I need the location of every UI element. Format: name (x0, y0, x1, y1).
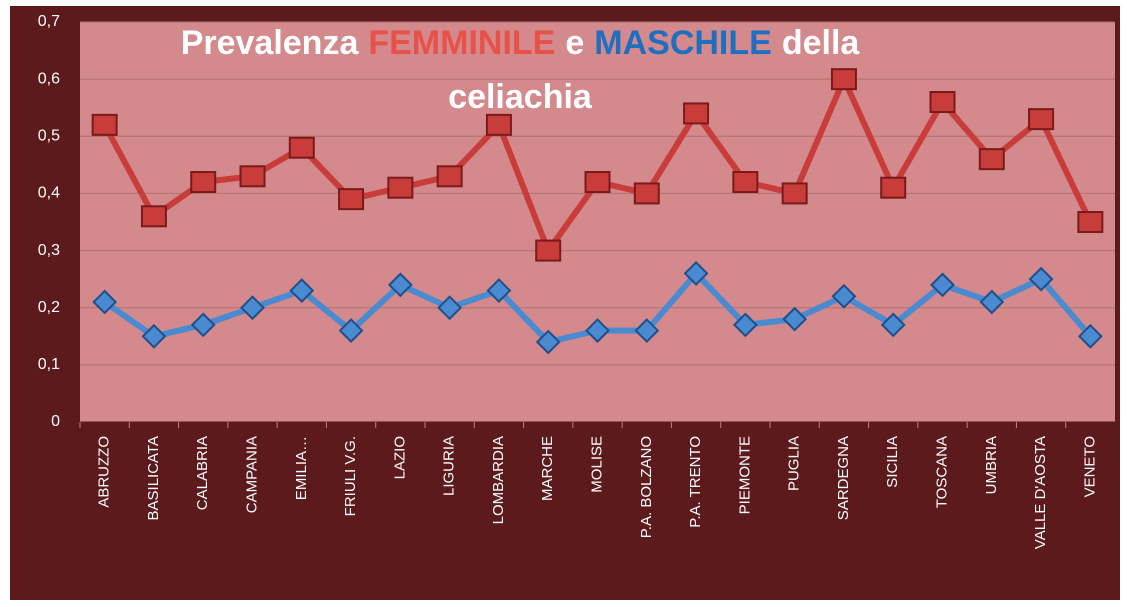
y-tick-label: 0,7 (38, 13, 60, 30)
marker (1077, 323, 1103, 349)
marker (732, 312, 758, 338)
x-tick-label: BASILICATA (145, 436, 162, 520)
marker (1077, 211, 1104, 233)
marker (880, 312, 906, 338)
marker (240, 295, 265, 321)
chart-title: Prevalenza FEMMINILE e MASCHILE della (60, 24, 980, 63)
marker (387, 176, 414, 199)
marker (190, 312, 216, 338)
marker (486, 278, 512, 303)
y-tick-label: 0,4 (38, 185, 60, 202)
marker (781, 182, 808, 205)
x-tick-label: SICILIA (884, 436, 901, 488)
x-tick-label: CAMPANIA (243, 436, 260, 513)
x-tick-label: LAZIO (391, 436, 408, 479)
marker (387, 272, 413, 298)
marker (634, 318, 660, 343)
marker (683, 102, 710, 125)
x-tick-label: CALABRIA (194, 436, 211, 510)
x-tick-label: P.A. BOLZANO (638, 436, 655, 538)
marker (584, 171, 611, 193)
marker (436, 165, 463, 188)
x-tick-label: PUGLIA (786, 436, 803, 491)
marker (1028, 266, 1054, 292)
x-tick-label: MARCHE (539, 436, 556, 501)
x-tick-label: LOMBARDIA (490, 436, 507, 524)
y-tick-label: 0,6 (38, 70, 60, 87)
marker (978, 148, 1005, 171)
marker (485, 113, 512, 136)
marker (437, 295, 463, 321)
x-tick-label: MOLISE (588, 436, 605, 493)
x-tick-label: UMBRIA (983, 436, 1000, 494)
marker (830, 68, 857, 91)
marker (535, 329, 561, 355)
marker (288, 136, 315, 159)
marker (190, 171, 217, 193)
x-tick-label: VENETO (1081, 436, 1098, 497)
marker (1028, 108, 1055, 131)
marker (930, 272, 955, 298)
marker (239, 165, 266, 188)
marker (979, 289, 1005, 315)
plot-area (80, 22, 1115, 422)
marker (338, 318, 364, 343)
marker (535, 239, 562, 262)
x-tick-label: FRIULI V.G. (342, 436, 359, 516)
marker (831, 283, 857, 309)
marker (92, 289, 118, 315)
x-tick-label: SARDEGNA (835, 436, 852, 520)
x-tick-label: EMILIA… (293, 436, 310, 500)
x-tick-label: ABRUZZO (96, 436, 113, 508)
y-tick-label: 0,3 (38, 242, 60, 259)
marker (140, 205, 167, 228)
marker (289, 278, 315, 303)
y-tick-label: 0,5 (38, 128, 60, 145)
x-tick-label: LIGURIA (441, 436, 458, 496)
marker (585, 318, 610, 343)
x-tick-label: PIEMONTE (736, 436, 753, 514)
x-tick-label: VALLE D'AOSTA (1032, 436, 1049, 549)
y-tick-label: 0,2 (38, 299, 60, 316)
title-part: celiachia (448, 78, 592, 116)
marker (732, 171, 759, 193)
title-part: e (565, 24, 585, 62)
marker (91, 113, 118, 136)
x-tick-label: TOSCANA (933, 436, 950, 508)
marker (880, 176, 907, 199)
marker (683, 261, 709, 286)
title-part: MASCHILE (594, 24, 772, 62)
marker (633, 182, 660, 205)
title-part: FEMMINILE (368, 24, 556, 62)
y-tick-label: 0,1 (38, 356, 60, 373)
title-part: Prevalenza (180, 24, 359, 62)
marker (929, 91, 956, 113)
x-tick-label: P.A. TRENTO (687, 436, 704, 528)
chart-title: celiachia (60, 78, 980, 117)
title-part: della (781, 24, 860, 62)
marker (338, 188, 365, 211)
marker (782, 306, 808, 332)
y-tick-label: 0 (51, 413, 60, 430)
marker (141, 323, 167, 349)
